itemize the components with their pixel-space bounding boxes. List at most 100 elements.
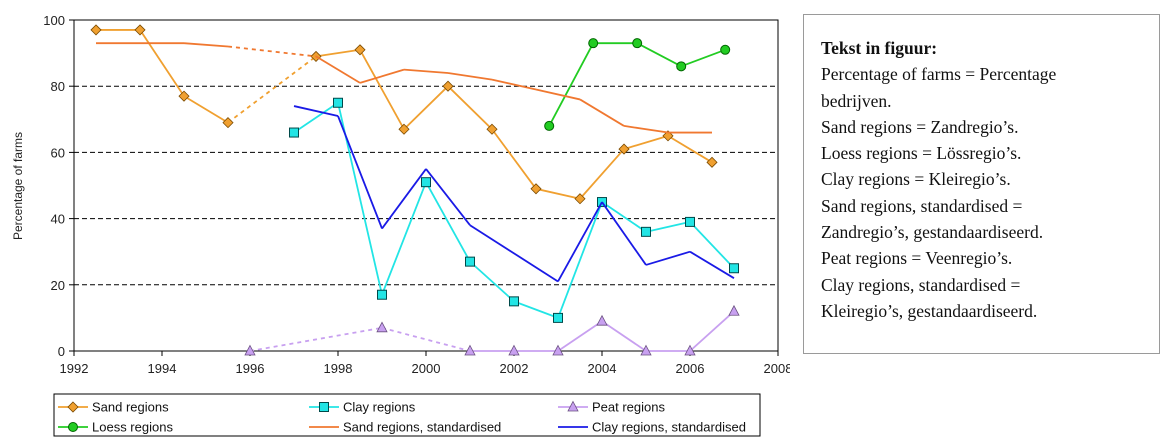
data-point-square	[729, 263, 739, 274]
data-point-diamond	[398, 123, 410, 135]
data-point-circle	[676, 61, 687, 72]
data-point-triangle	[376, 321, 388, 333]
note-lines: Percentage of farms = Percentage bedrijv…	[821, 61, 1145, 324]
x-tick-label: 2008	[764, 361, 790, 376]
legend-item: Sand regions, standardised	[309, 420, 501, 435]
legend-item: Peat regions	[558, 400, 665, 415]
x-tick-label: 1994	[148, 361, 177, 376]
series-line-segment	[227, 55, 317, 124]
series-line-segment	[491, 128, 537, 190]
series-line-segment	[183, 95, 229, 124]
series-line-segment	[425, 168, 471, 226]
series-line-segment	[249, 326, 383, 352]
series-line-segment	[227, 45, 317, 58]
series-line-segment	[579, 148, 625, 200]
series-line-segment	[337, 115, 383, 229]
data-point-triangle	[684, 344, 696, 356]
data-point-square	[319, 402, 329, 412]
series-line-segment	[601, 201, 647, 233]
series-line-segment	[601, 320, 647, 352]
series-line-segment	[293, 105, 339, 117]
legend-label: Peat regions	[592, 400, 665, 415]
series-line-segment	[381, 168, 427, 230]
series	[244, 304, 740, 356]
series-line-segment	[469, 260, 515, 303]
data-point-diamond	[706, 156, 718, 168]
legend-box	[53, 393, 761, 437]
series-line-segment	[403, 68, 449, 74]
legend-label: Clay regions	[343, 400, 416, 415]
note-line: Clay regions = Kleiregio’s.	[821, 169, 1011, 190]
legend-label: Clay regions, standardised	[592, 420, 746, 435]
series-line-segment	[183, 42, 229, 48]
series-line-segment	[623, 134, 669, 150]
legend-item: Clay regions, standardised	[558, 420, 746, 435]
series-line-segment	[579, 98, 625, 127]
data-point-square	[553, 312, 563, 323]
series	[293, 105, 735, 283]
y-tick-label: 20	[51, 278, 65, 293]
data-point-square	[641, 226, 651, 237]
series-line-segment	[601, 201, 647, 266]
note-line: Sand regions = Zandregio’s.	[821, 116, 1019, 137]
legend-label: Loess regions	[92, 420, 173, 435]
x-tick-label: 2000	[412, 361, 441, 376]
note-line: Clay regions, standardised =	[821, 274, 1021, 295]
data-point-diamond	[354, 44, 366, 56]
series-line-segment	[139, 29, 185, 97]
data-point-diamond	[222, 117, 234, 129]
note-line: Kleiregio’s, gestandaardiseerd.	[821, 300, 1038, 321]
legend-item: Sand regions	[58, 400, 169, 415]
legend-label: Sand regions, standardised	[343, 420, 501, 435]
series-line-segment	[623, 125, 669, 134]
data-point-circle	[544, 120, 555, 131]
series-line-segment	[557, 320, 603, 352]
x-tick-label: 2002	[500, 361, 529, 376]
data-point-diamond	[486, 123, 498, 135]
data-point-triangle	[567, 400, 579, 412]
data-point-triangle	[596, 314, 608, 326]
data-point-triangle	[508, 344, 520, 356]
legend-item: Loess regions	[58, 420, 173, 435]
series-line-segment	[513, 300, 559, 319]
data-point-square	[377, 289, 387, 300]
data-point-square	[509, 296, 519, 307]
data-point-triangle	[552, 344, 564, 356]
series-line-segment	[315, 48, 361, 58]
y-tick-label: 100	[43, 13, 65, 28]
series-line-segment	[689, 310, 735, 352]
note-line: Percentage of farms = Percentage	[821, 64, 1057, 85]
x-tick-label: 2006	[676, 361, 705, 376]
data-point-triangle	[640, 344, 652, 356]
translation-note-box: Tekst in figuur: Percentage of farms = P…	[803, 14, 1160, 354]
series-line-segment	[469, 224, 559, 283]
x-tick-label: 1998	[324, 361, 353, 376]
x-tick-label: 2004	[588, 361, 617, 376]
y-tick-label: 60	[51, 145, 65, 160]
gridlines	[74, 85, 778, 286]
data-point-triangle	[728, 304, 740, 316]
data-point-triangle	[464, 344, 476, 356]
axes: 0 20 40 60 80 100 1992 1994 1996 1998 2000 2002 2004…	[43, 13, 790, 376]
series-line-segment	[557, 201, 603, 319]
plot-frame	[73, 19, 779, 352]
series-line-segment	[491, 78, 537, 91]
series-line-segment	[680, 48, 726, 68]
data-point-diamond	[442, 80, 454, 92]
data-point-square	[685, 216, 695, 227]
note-line: Sand regions, standardised =	[821, 195, 1023, 216]
series-line-segment	[359, 68, 405, 84]
note-line: Zandregio’s, gestandaardiseerd.	[821, 222, 1044, 243]
series-line-segment	[636, 42, 682, 68]
line-chart: Percentage of farms 0 20 40 60 80 100 1992 1994…	[11, 13, 790, 437]
data-point-diamond	[90, 24, 102, 36]
data-point-diamond	[530, 183, 542, 195]
y-tick-label: 40	[51, 212, 65, 227]
x-tick-label: 1992	[60, 361, 89, 376]
y-tick-label: 80	[51, 79, 65, 94]
data-point-diamond	[67, 401, 79, 413]
note-line: Peat regions = Veenregio’s.	[821, 248, 1013, 269]
legend: Sand regions Clay regions Peat regions Loes…	[53, 393, 761, 437]
series-line-segment	[557, 201, 603, 282]
series-line-segment	[535, 187, 581, 200]
